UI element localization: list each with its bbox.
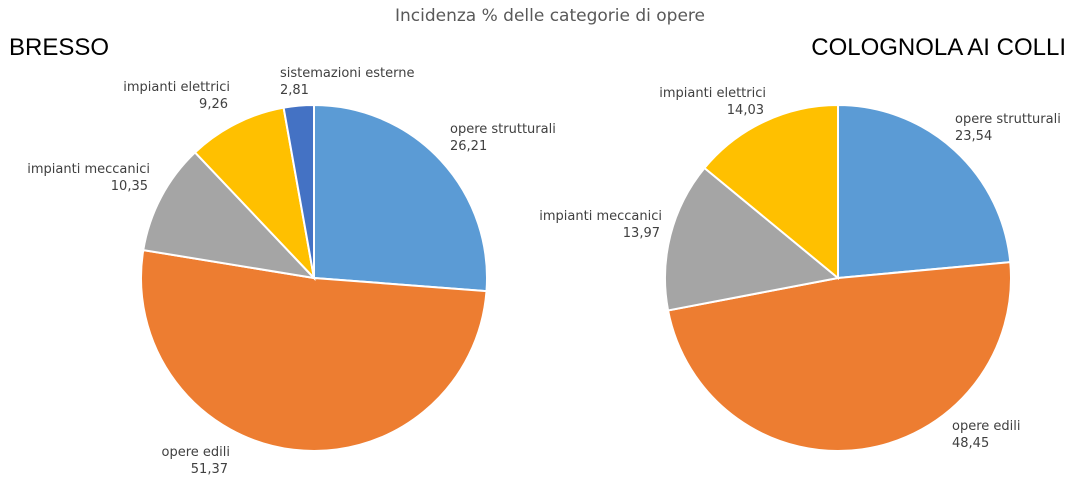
slice-label-impianti-meccanici: impianti meccanici xyxy=(539,209,662,224)
pie-title-bresso: BRESSO xyxy=(9,34,110,61)
slice-value-opere-edili: 51,37 xyxy=(191,462,228,477)
pie-slice-opere-edili xyxy=(140,248,488,452)
pie-title-colognola: COLOGNOLA AI COLLI xyxy=(811,34,1066,61)
pie-slice-opere-strutturali xyxy=(837,103,1012,280)
slice-label-impianti-elettrici: impianti elettrici xyxy=(659,86,766,101)
pie-slice-sistemazioni-esterne xyxy=(282,103,315,279)
pie-slice-opere-edili xyxy=(666,261,1012,452)
pie-slice-impianti-elettrici xyxy=(193,106,316,282)
slice-value-opere-edili: 48,45 xyxy=(952,436,989,451)
slice-value-opere-strutturali: 26,21 xyxy=(450,139,487,154)
slice-value-impianti-meccanici: 13,97 xyxy=(623,226,660,241)
chart-title: Incidenza % delle categorie di opere xyxy=(394,6,706,26)
slice-label-opere-edili: opere edili xyxy=(162,445,230,460)
pie-slice-impianti-meccanici xyxy=(142,150,317,280)
slice-label-impianti-meccanici: impianti meccanici xyxy=(27,162,150,177)
pie-slice-impianti-elettrici xyxy=(703,103,839,281)
slice-value-impianti-elettrici: 9,26 xyxy=(199,97,228,112)
slice-label-opere-strutturali: opere strutturali xyxy=(955,112,1061,127)
slice-label-opere-edili: opere edili xyxy=(952,419,1020,434)
pie-slice-opere-strutturali xyxy=(313,103,488,293)
slice-value-sistemazioni-esterne: 2,81 xyxy=(280,83,309,98)
slice-value-impianti-meccanici: 10,35 xyxy=(111,179,148,194)
pie-slice-impianti-meccanici xyxy=(664,166,841,312)
slice-label-opere-strutturali: opere strutturali xyxy=(450,122,556,137)
slice-label-impianti-elettrici: impianti elettrici xyxy=(123,80,230,95)
slice-value-impianti-elettrici: 14,03 xyxy=(727,103,764,118)
slice-value-opere-strutturali: 23,54 xyxy=(955,129,992,144)
slice-label-sistemazioni-esterne: sistemazioni esterne xyxy=(280,66,414,81)
